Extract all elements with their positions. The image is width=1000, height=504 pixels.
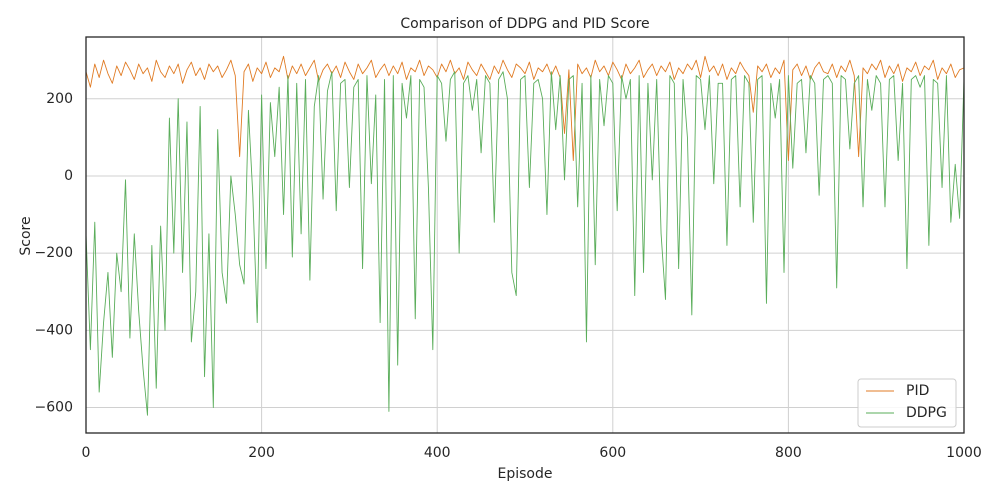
x-tick-label: 800 (775, 445, 802, 461)
x-axis-label: Episode (498, 466, 553, 482)
series-line (85, 71, 965, 416)
y-tick-label: −400 (35, 322, 73, 338)
x-tick-label: 200 (248, 445, 275, 461)
plot-frame (85, 36, 965, 434)
y-tick-label: 0 (64, 168, 73, 184)
legend-label: PID (906, 383, 929, 399)
x-tick-label: 1000 (946, 445, 982, 461)
y-tick-label: −200 (35, 245, 73, 261)
x-tick-label: 600 (599, 445, 626, 461)
y-tick-label: −600 (35, 400, 73, 416)
series-line (85, 55, 965, 161)
legend: PID DDPG (857, 378, 957, 428)
legend-label: DDPG (906, 405, 947, 421)
y-axis-label: Score (18, 216, 34, 255)
y-tick-label: 200 (46, 91, 73, 107)
x-tick-label: 0 (82, 445, 91, 461)
chart-title: Comparison of DDPG and PID Score (400, 16, 649, 32)
x-tick-label: 400 (424, 445, 451, 461)
